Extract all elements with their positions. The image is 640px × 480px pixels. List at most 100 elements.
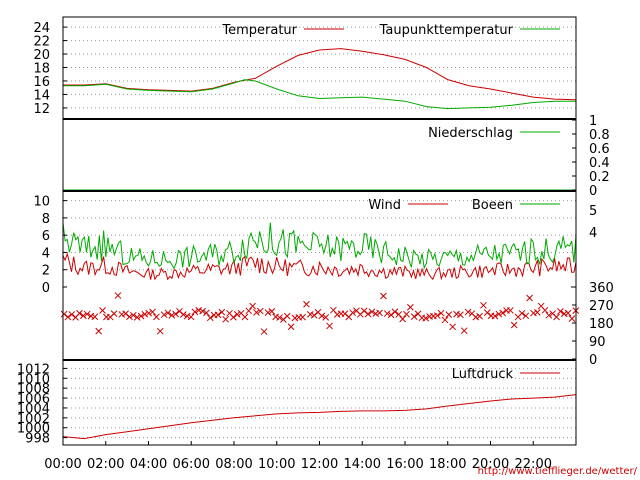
wind-direction-point: [206, 314, 214, 322]
wind-direction-tick-label-2: 180: [589, 317, 614, 332]
wind-direction-point: [260, 328, 268, 335]
wind-direction-point: [526, 294, 533, 302]
pressure-tick-label-0: 998: [25, 432, 50, 447]
wind-direction-point: [195, 306, 203, 314]
wind-direction-point: [460, 327, 468, 335]
wind-direction-point: [233, 310, 241, 318]
wind-tick-label-2: 4: [42, 246, 50, 261]
wind-direction-point: [99, 307, 106, 314]
precipitation-tick-label-2: 0.4: [589, 156, 610, 171]
x-tick-label-10: 20:00: [472, 457, 509, 472]
wind-direction-point: [222, 315, 230, 323]
wind-direction-point: [445, 311, 453, 319]
wind-series-0: [62, 252, 577, 281]
wind-direction-point: [553, 313, 560, 321]
wind-right-label-0: 5: [589, 204, 597, 219]
footer-url[interactable]: http://www.tiefflieger.de/wetter/: [478, 466, 638, 477]
wind-direction-point: [187, 313, 195, 321]
precipitation-tick-label-3: 0.6: [589, 142, 610, 157]
x-tick-label-9: 18:00: [429, 457, 466, 472]
temperature-tick-label-3: 18: [33, 62, 50, 77]
precipitation-legend-label-0: Niederschlag: [428, 126, 513, 141]
wind-direction-point: [533, 308, 541, 316]
wind-tick-label-0: 0: [42, 281, 50, 296]
x-tick-label-8: 16:00: [386, 457, 423, 472]
wind-direction-point: [322, 314, 330, 321]
wind-direction-point: [64, 313, 72, 321]
wind-direction-point: [376, 309, 383, 317]
temperature-tick-label-6: 24: [33, 21, 50, 36]
wind-direction-point: [268, 308, 276, 315]
wind-direction-point: [264, 309, 272, 316]
x-tick-label-0: 00:00: [44, 457, 81, 472]
wind-direction-point: [126, 313, 133, 321]
pressure-tick-label-4: 1006: [17, 392, 50, 407]
x-tick-label-3: 06:00: [173, 457, 210, 472]
wind-direction-point: [91, 313, 99, 321]
temperature-tick-label-2: 16: [33, 75, 50, 90]
wind-direction-point: [410, 313, 418, 321]
wind-direction-point: [149, 308, 156, 316]
wind-direction-point: [557, 308, 564, 315]
wind-tick-label-5: 10: [33, 195, 50, 210]
pressure-tick-label-5: 1008: [17, 382, 50, 397]
wind-direction-point: [245, 307, 253, 315]
wind-direction-point: [95, 327, 103, 335]
pressure-tick-label-7: 1012: [17, 362, 50, 377]
wind-direction-point: [230, 313, 237, 321]
wind-direction-point: [199, 307, 206, 315]
wind-direction-tick-label-3: 270: [589, 299, 614, 314]
wind-legend-label-1: Wind: [368, 198, 401, 213]
wind-direction-point: [191, 308, 199, 316]
x-tick-label-6: 12:00: [301, 457, 338, 472]
x-tick-label-7: 14:00: [344, 457, 381, 472]
wind-direction-point: [391, 308, 399, 316]
wind-direction-point: [495, 310, 503, 318]
wind-direction-tick-label-1: 90: [589, 335, 606, 350]
wind-direction-point: [541, 306, 549, 314]
temperature-tick-label-5: 22: [33, 35, 50, 50]
wind-direction-point: [449, 323, 457, 331]
temperature-tick-label-1: 14: [33, 88, 50, 103]
pressure-legend-label-0: Luftdruck: [452, 367, 514, 382]
wind-direction-point: [287, 323, 295, 331]
wind-direction-point: [318, 312, 326, 320]
wind-direction-point: [218, 308, 226, 316]
wind-direction-point: [276, 314, 283, 321]
wind-direction-point: [437, 309, 445, 317]
wind-tick-label-4: 8: [42, 212, 50, 227]
wind-direction-point: [79, 312, 87, 320]
wind-direction-point: [457, 311, 464, 319]
wind-direction-point: [480, 301, 487, 309]
pressure-tick-label-2: 1002: [17, 412, 50, 427]
wind-direction-point: [179, 311, 187, 318]
wind-direction-tick-label-0: 0: [589, 353, 597, 368]
wind-direction-point: [403, 310, 410, 318]
wind-direction-point: [114, 292, 122, 299]
temperature-legend-label-1: Temperatur: [221, 23, 297, 38]
wind-direction-point: [256, 307, 264, 315]
wind-direction-point: [76, 309, 83, 317]
pressure-tick-label-6: 1010: [17, 372, 50, 387]
wind-legend-label-0: Boeen: [472, 198, 513, 213]
wind-direction-point: [110, 310, 118, 317]
temperature-series-1: [63, 79, 576, 110]
wind-direction-point: [145, 309, 153, 317]
wind-direction-point: [283, 312, 291, 320]
wind-direction-point: [476, 312, 483, 320]
wind-direction-point: [249, 302, 256, 310]
wind-direction-point: [545, 311, 553, 319]
wind-direction-point: [253, 309, 260, 316]
wind-direction-point: [433, 312, 441, 319]
wind-direction-point: [349, 309, 356, 317]
wind-direction-point: [472, 313, 480, 321]
wind-direction-point: [164, 309, 172, 317]
precipitation-tick-label-4: 0.8: [589, 128, 610, 143]
wind-direction-point: [368, 308, 376, 316]
wind-direction-point: [137, 312, 145, 320]
wind-direction-point: [380, 292, 387, 300]
temperature-legend-label-0: Taupunkttemperatur: [379, 23, 514, 38]
wind-direction-point: [203, 309, 210, 317]
x-tick-label-11: 22:00: [515, 457, 552, 472]
wind-direction-point: [68, 311, 76, 318]
